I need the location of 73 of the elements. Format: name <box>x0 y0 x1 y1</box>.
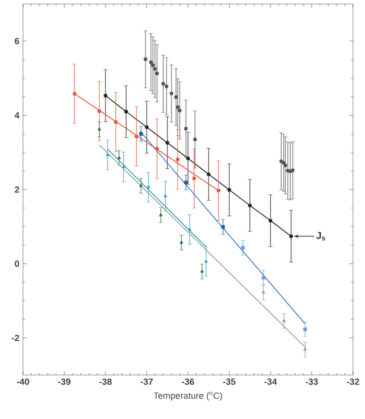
y-tick-label: 2 <box>14 186 20 193</box>
point <box>290 168 295 172</box>
point <box>289 234 293 238</box>
point <box>184 180 188 184</box>
point <box>170 92 174 96</box>
point <box>248 204 252 208</box>
point <box>184 126 188 130</box>
point <box>97 109 102 114</box>
point <box>134 134 138 138</box>
point <box>151 63 155 68</box>
point <box>262 290 266 294</box>
x-axis-title: Temperature ($^{o}$C) <box>154 392 222 401</box>
point <box>178 108 182 112</box>
point <box>164 84 168 88</box>
point <box>144 125 149 130</box>
point <box>159 213 162 216</box>
point <box>221 225 225 229</box>
point <box>155 72 159 76</box>
point <box>149 60 153 64</box>
point <box>161 82 166 86</box>
point <box>176 105 180 109</box>
point <box>155 146 159 151</box>
x-tick-label: -32 <box>346 378 360 385</box>
annotation: J$_{s}$ <box>316 232 326 240</box>
point <box>262 276 266 280</box>
point <box>284 164 288 168</box>
point <box>288 169 292 174</box>
point <box>139 184 143 187</box>
point <box>114 120 118 124</box>
point <box>193 138 197 142</box>
point <box>186 156 190 160</box>
point <box>303 348 307 351</box>
point <box>72 92 76 96</box>
point <box>180 240 184 244</box>
point <box>192 176 196 180</box>
point <box>282 318 286 322</box>
x-tick-label: -35 <box>223 378 236 385</box>
point <box>282 160 286 165</box>
point <box>164 194 167 198</box>
point <box>166 140 170 145</box>
point <box>106 153 110 156</box>
y-tick-label: 0 <box>14 260 20 267</box>
point <box>188 228 192 231</box>
x-tick-label: -37 <box>140 378 153 385</box>
point <box>176 158 180 162</box>
point <box>139 132 143 136</box>
y-tick-label: 6 <box>14 38 20 44</box>
point <box>268 218 272 223</box>
point <box>117 156 121 160</box>
point <box>144 57 148 62</box>
y-tick-label: 4 <box>14 112 20 118</box>
point <box>146 185 150 188</box>
point <box>98 128 101 131</box>
x-tick-label: -33 <box>306 378 318 385</box>
point <box>174 95 178 99</box>
x-tick-label: -40 <box>16 378 30 385</box>
point <box>216 188 220 192</box>
x-tick-label: -38 <box>99 378 112 385</box>
point <box>200 270 204 273</box>
point <box>153 67 157 71</box>
point <box>303 328 307 332</box>
x-tick-label: -34 <box>264 378 277 385</box>
x-tick-label: -39 <box>58 378 70 385</box>
point <box>124 110 128 114</box>
point <box>279 159 284 164</box>
point <box>104 94 108 98</box>
point <box>122 165 126 168</box>
point <box>227 188 232 192</box>
point <box>206 172 210 176</box>
y-tick-label: -2 <box>12 334 20 342</box>
point <box>241 246 245 250</box>
x-tick-label: -36 <box>182 378 194 385</box>
point <box>204 260 208 263</box>
